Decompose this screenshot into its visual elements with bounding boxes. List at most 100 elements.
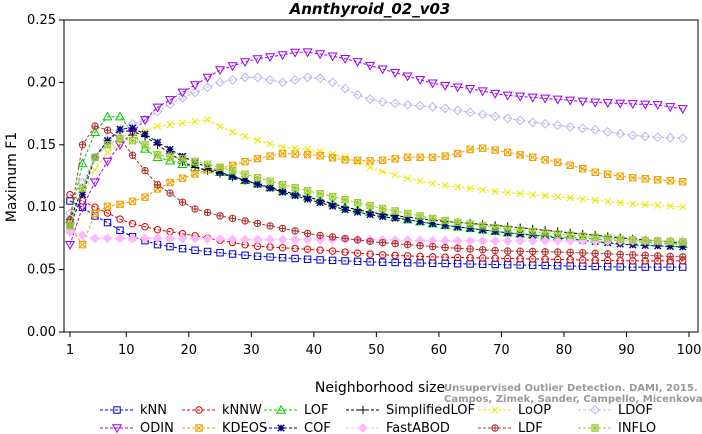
point-loop — [204, 116, 212, 124]
point-ldf — [378, 239, 387, 247]
point-kdeos — [403, 153, 412, 161]
point-kdeos — [366, 157, 374, 165]
point-loop — [504, 189, 512, 197]
point-knn — [353, 257, 362, 266]
point-ldf — [366, 237, 374, 246]
plot-frame — [63, 19, 699, 333]
point-inflo — [541, 229, 549, 237]
point-odin — [452, 83, 463, 93]
point-fastabod — [252, 234, 263, 245]
point-cof — [141, 130, 149, 138]
point-odin — [177, 88, 188, 98]
point-ldf — [391, 240, 399, 248]
point-cof — [316, 199, 324, 207]
point-fastabod — [502, 235, 513, 246]
point-knnw — [453, 253, 462, 262]
point-kdeos — [654, 176, 662, 184]
point-inflo — [466, 220, 474, 228]
point-knnw — [579, 256, 587, 264]
point-inflo — [579, 232, 587, 240]
point-loop — [679, 203, 687, 211]
point-ldof — [227, 74, 238, 85]
series-line-kdeos — [69, 147, 683, 246]
point-loop — [153, 122, 162, 130]
legend-marker — [111, 424, 123, 434]
point-ldof — [577, 123, 588, 134]
point-ldof — [502, 113, 513, 124]
point-odin — [615, 99, 626, 109]
point-ldf — [166, 189, 174, 197]
point-inflo — [641, 236, 649, 245]
legend-item-kdeos: KDEOS — [182, 421, 267, 434]
point-fastabod — [202, 233, 213, 244]
point-knn — [328, 256, 337, 265]
point-ldf — [341, 234, 349, 243]
point-odin — [315, 50, 326, 60]
point-fastabod — [290, 234, 300, 245]
point-cof — [391, 214, 399, 222]
point-knn — [103, 218, 112, 227]
point-ldof — [377, 96, 388, 107]
point-ldof — [165, 99, 175, 110]
point-knnw — [466, 254, 474, 262]
point-ldf — [303, 229, 312, 238]
point-ldf — [128, 151, 137, 159]
point-loop — [191, 117, 199, 126]
point-knnw — [378, 251, 387, 259]
series-loop — [66, 116, 687, 230]
point-lof — [102, 111, 113, 121]
point-odin — [552, 95, 563, 105]
legend-label: LoOP — [518, 403, 551, 418]
point-fastabod — [177, 233, 188, 244]
y-axis: 0.00 0.05 0.10 0.15 0.20 0.25 — [27, 13, 64, 340]
point-cof — [528, 231, 537, 239]
point-inflo — [629, 236, 637, 244]
x-tick-label: 10 — [118, 343, 135, 358]
point-knn — [391, 258, 399, 267]
point-knnw — [303, 245, 312, 253]
point-ldof — [490, 111, 501, 122]
legend-marker — [491, 406, 499, 414]
point-ldf — [478, 246, 487, 254]
point-ldof — [465, 107, 476, 118]
point-inflo — [654, 237, 662, 245]
point-fastabod — [527, 235, 538, 246]
point-knn — [66, 197, 74, 205]
point-inflo — [141, 141, 149, 149]
point-ldof — [477, 109, 488, 120]
legend-marker — [358, 423, 368, 433]
legend-marker — [195, 424, 203, 432]
series-line-ldof — [69, 76, 683, 214]
point-odin — [640, 100, 651, 110]
point-ldof — [652, 132, 663, 143]
point-inflo — [366, 202, 374, 210]
legend-label: KDEOS — [222, 421, 267, 434]
point-inflo — [516, 226, 524, 234]
point-kdeos — [291, 150, 299, 158]
point-knnw — [503, 254, 512, 263]
point-odin — [677, 105, 688, 115]
point-kdeos — [266, 152, 274, 160]
point-cof — [103, 136, 112, 145]
point-fastabod — [490, 235, 501, 246]
point-inflo — [116, 134, 124, 143]
point-inflo — [591, 233, 599, 241]
point-kdeos — [166, 178, 174, 187]
point-cof — [266, 184, 274, 192]
x-tick-label: 80 — [556, 343, 573, 358]
point-fastabod — [240, 234, 250, 245]
point-odin — [477, 87, 488, 97]
point-ldof — [190, 87, 200, 98]
point-knnw — [553, 255, 562, 264]
point-kdeos — [303, 150, 312, 159]
legend-item-knn: kNN — [100, 403, 167, 418]
series-line-simplifiedlof — [69, 130, 683, 244]
point-ldf — [441, 243, 449, 252]
point-loop — [491, 187, 499, 196]
point-kdeos — [103, 202, 112, 210]
point-knnw — [403, 252, 412, 260]
legend-item-knnw: kNNW — [182, 403, 262, 418]
point-ldof — [415, 100, 426, 111]
legend-item-ldf: LDF — [478, 421, 543, 434]
point-fastabod — [215, 234, 225, 244]
